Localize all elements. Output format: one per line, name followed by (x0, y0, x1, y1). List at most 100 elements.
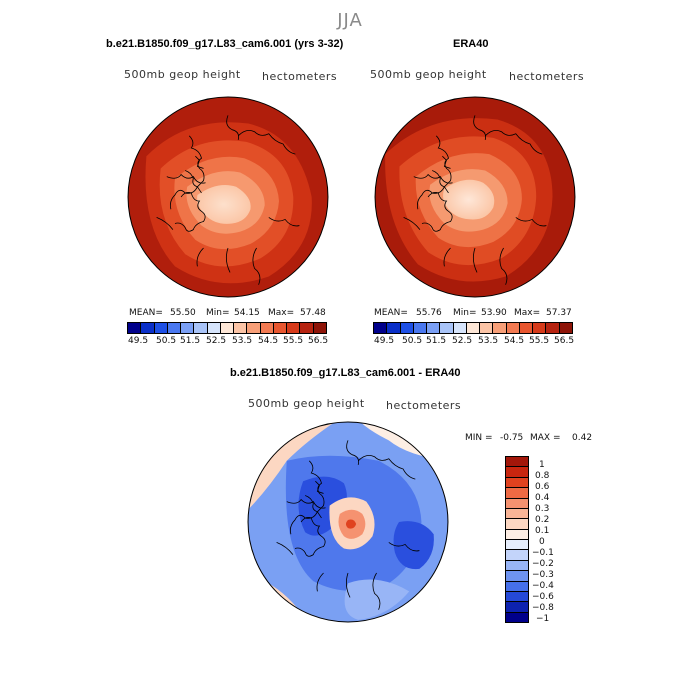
model-max-label: Max= (268, 308, 295, 318)
colorbar-swatch (141, 323, 155, 333)
colorbar-swatch (207, 323, 221, 333)
colorbar-swatch (519, 323, 534, 333)
colorbar-swatch (128, 323, 142, 333)
model-variable-label: 500mb geop height (124, 68, 241, 81)
colorbar-swatch (559, 323, 572, 333)
colorbar-swatch (533, 323, 547, 333)
model-colorbar-tick: 52.5 (206, 336, 227, 346)
obs-colorbar-tick: 56.5 (554, 336, 575, 346)
diff-colorbar-tick: 0 (539, 537, 545, 547)
model-mean-label: MEAN= (129, 308, 163, 318)
obs-polar-map (374, 96, 576, 298)
obs-colorbar-tick: 49.5 (374, 336, 395, 346)
diff-max-value: 0.42 (572, 433, 593, 443)
obs-mean-label: MEAN= (374, 308, 408, 318)
diff-colorbar-tick: 0.2 (535, 515, 550, 525)
diff-colorbar-tick: −0.4 (532, 581, 554, 591)
model-colorbar-tick: 53.5 (232, 336, 253, 346)
model-mean-value: 55.50 (170, 308, 196, 318)
diff-min-label: MIN = (465, 433, 493, 443)
model-colorbar-tick: 56.5 (308, 336, 329, 346)
diff-colorbar-tick: 1 (539, 460, 545, 470)
obs-mean-value: 55.76 (416, 308, 442, 318)
colorbar-swatch (387, 323, 401, 333)
model-polar-map (127, 96, 329, 298)
obs-min-label: Min= (453, 308, 477, 318)
colorbar-swatch (506, 581, 528, 592)
colorbar-swatch (273, 323, 288, 333)
colorbar-swatch (506, 560, 528, 572)
colorbar-swatch (313, 323, 326, 333)
obs-colorbar-tick: 54.5 (504, 336, 525, 346)
diff-panel-title: b.e21.B1850.f09_g17.L83_cam6.001 - ERA40 (230, 367, 461, 379)
obs-colorbar-tick: 51.5 (426, 336, 447, 346)
model-colorbar-tick: 49.5 (128, 336, 149, 346)
colorbar-swatch (466, 323, 481, 333)
colorbar-swatch (506, 467, 528, 478)
obs-colorbar-tick: 52.5 (452, 336, 473, 346)
colorbar-swatch (506, 602, 528, 613)
colorbar-swatch (506, 508, 528, 520)
diff-colorbar (505, 456, 529, 623)
model-colorbar (127, 322, 327, 334)
model-min-label: Min= (206, 308, 230, 318)
colorbar-swatch (493, 323, 507, 333)
model-panel-title: b.e21.B1850.f09_g17.L83_cam6.001 (yrs 3-… (106, 38, 344, 50)
colorbar-swatch (546, 323, 560, 333)
model-max-value: 57.48 (300, 308, 326, 318)
obs-colorbar-tick: 55.5 (529, 336, 550, 346)
obs-colorbar-tick: 50.5 (402, 336, 423, 346)
colorbar-swatch (506, 612, 528, 622)
model-map-border (127, 96, 329, 298)
colorbar-swatch (167, 323, 182, 333)
colorbar-swatch (506, 488, 528, 499)
colorbar-swatch (194, 323, 208, 333)
colorbar-swatch (300, 323, 314, 333)
colorbar-swatch (506, 457, 528, 468)
colorbar-swatch (506, 550, 528, 561)
obs-max-label: Max= (514, 308, 541, 318)
colorbar-swatch (413, 323, 428, 333)
obs-variable-label: 500mb geop height (370, 68, 487, 81)
diff-colorbar-tick: 0.1 (535, 526, 550, 536)
obs-colorbar-tick: 53.5 (478, 336, 499, 346)
model-units-label: hectometers (262, 70, 338, 83)
colorbar-swatch (506, 519, 528, 530)
diff-colorbar-tick: −0.8 (532, 603, 554, 613)
colorbar-swatch (400, 323, 414, 333)
obs-colorbar (373, 322, 573, 334)
colorbar-swatch (374, 323, 388, 333)
model-colorbar-tick: 51.5 (180, 336, 201, 346)
obs-panel-title: ERA40 (453, 38, 489, 50)
obs-map-border (374, 96, 576, 298)
obs-units-label: hectometers (509, 70, 585, 83)
model-fill-high (197, 184, 251, 224)
colorbar-swatch (506, 477, 528, 489)
diff-colorbar-tick: 0.4 (535, 493, 550, 503)
model-colorbar-tick: 54.5 (258, 336, 279, 346)
colorbar-swatch (247, 323, 261, 333)
diff-units-label: hectometers (386, 399, 462, 412)
colorbar-swatch (234, 323, 248, 333)
diff-fill-weak-negative-s (344, 579, 410, 620)
diff-variable-label: 500mb geop height (248, 397, 365, 410)
colorbar-swatch (154, 323, 168, 333)
diff-colorbar-tick: −0.3 (532, 570, 554, 580)
diff-map-border (247, 421, 449, 623)
diff-max-label: MAX = (530, 433, 561, 443)
obs-max-value: 57.37 (546, 308, 572, 318)
colorbar-swatch (260, 323, 274, 333)
diff-fill-positive-max (345, 519, 357, 529)
colorbar-swatch (506, 498, 528, 509)
obs-fill-high (443, 179, 495, 220)
diff-colorbar-tick: −0.1 (532, 548, 554, 558)
diff-polar-map (247, 421, 449, 623)
diff-colorbar-tick: −1 (536, 614, 550, 624)
colorbar-swatch (506, 591, 528, 603)
diff-colorbar-tick: −0.6 (532, 592, 554, 602)
colorbar-swatch (440, 323, 454, 333)
model-colorbar-tick: 55.5 (283, 336, 304, 346)
colorbar-swatch (220, 323, 235, 333)
diff-colorbar-tick: −0.2 (532, 559, 554, 569)
